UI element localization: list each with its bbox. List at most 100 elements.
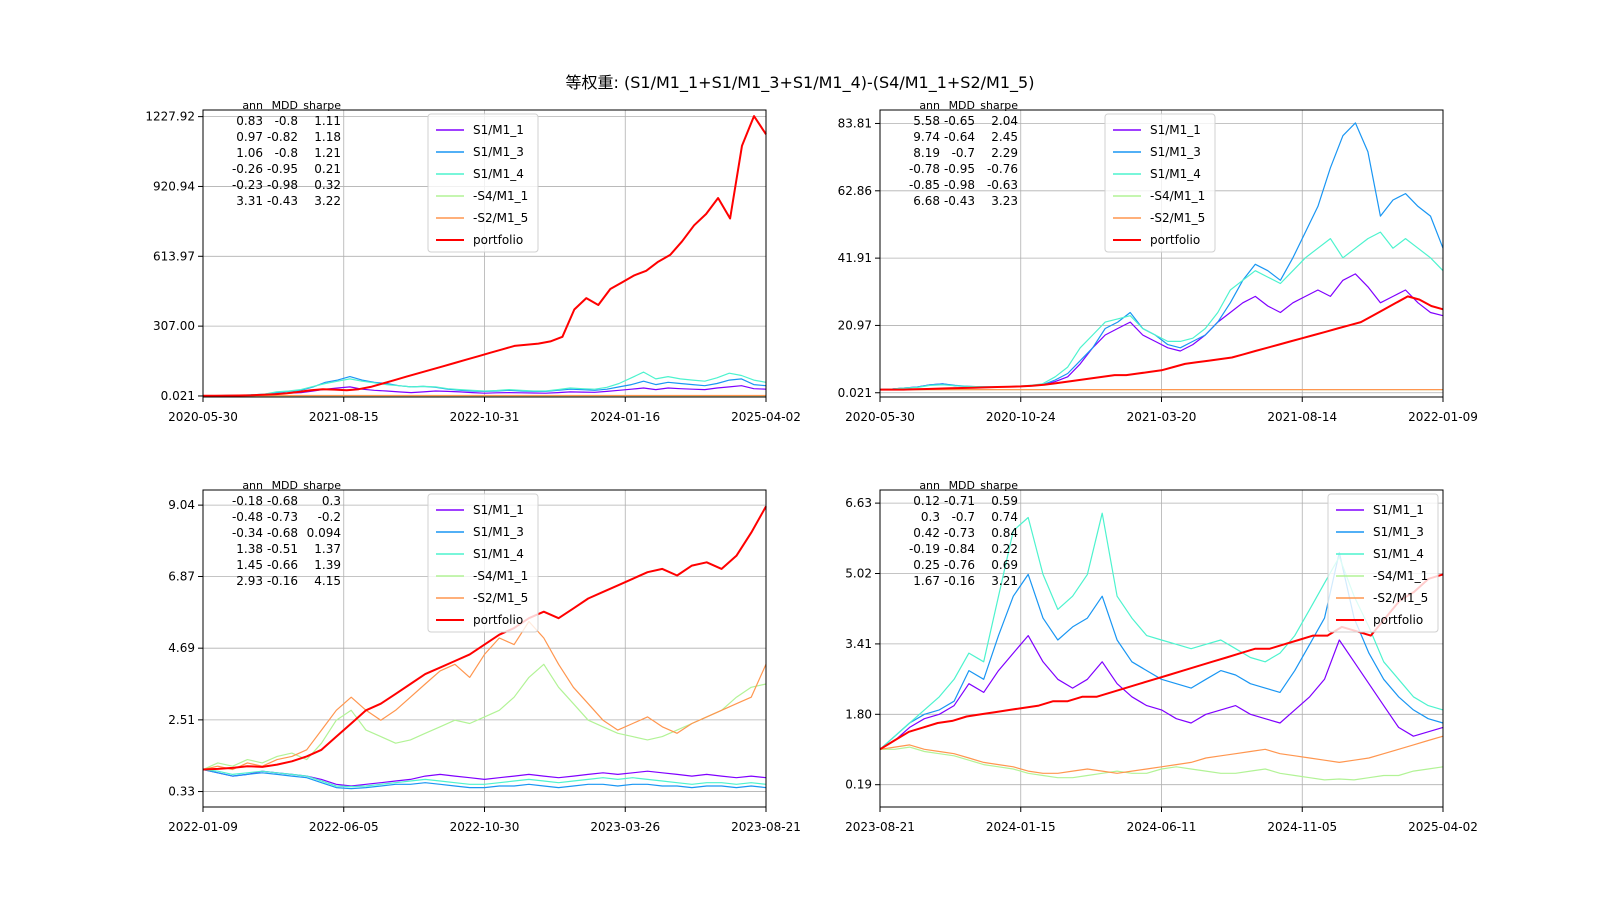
legend-label-s4-m1-1: -S4/M1_1 bbox=[473, 569, 528, 583]
legend-label-s1-m1-3: S1/M1_3 bbox=[1150, 145, 1201, 159]
stats-cell: 8.19 bbox=[913, 146, 940, 160]
stats-cell: 0.3 bbox=[322, 494, 341, 508]
legend-label-s1-m1-3: S1/M1_3 bbox=[473, 525, 524, 539]
series-line-s1-m1-3 bbox=[202, 768, 767, 790]
legend: S1/M1_1 S1/M1_3 S1/M1_4 -S4/M1_1 -S2/M1_5por… bbox=[1327, 493, 1439, 633]
series-line-s1-m1-4 bbox=[202, 768, 767, 788]
x-tick-label: 2021-03-20 bbox=[1127, 410, 1197, 424]
legend-label-s4-m1-1: -S4/M1_1 bbox=[1373, 569, 1428, 583]
x-tick-label: 2022-10-30 bbox=[450, 820, 520, 834]
series-line-portfolio bbox=[880, 295, 1444, 391]
stats-cell: 0.21 bbox=[314, 162, 341, 176]
stats-cell: -0.95 bbox=[944, 162, 975, 176]
series-line-s1-m1-4 bbox=[203, 371, 767, 397]
legend-label-s4-m1-1: -S4/M1_1 bbox=[1150, 189, 1205, 203]
stats-cell: -0.95 bbox=[267, 162, 298, 176]
stats-cell: 1.67 bbox=[913, 574, 940, 588]
series-line-portfolio bbox=[202, 505, 767, 771]
stats-table: ann MDD sharpe 5.58 -0.65 2.04 9.74 -0.64 2.45 8.… bbox=[909, 99, 1018, 208]
x-tick-label: 2022-01-09 bbox=[1408, 410, 1478, 424]
stats-table: ann MDD sharpe -0.18 -0.68 0.3 -0.48 -0.73 -0.2 -… bbox=[232, 479, 341, 588]
stats-cell: 2.45 bbox=[991, 130, 1018, 144]
legend-label-s1-m1-4: S1/M1_4 bbox=[473, 167, 524, 181]
stats-cell: -0.23 bbox=[232, 178, 263, 192]
chart-panel-3: 2022-01-09 2022-06-05 2022-10-30 2023-03-26… bbox=[168, 479, 801, 834]
stats-cell: 1.21 bbox=[314, 146, 341, 160]
legend-label-s1-m1-1: S1/M1_1 bbox=[1150, 123, 1201, 137]
stats-cell: -0.43 bbox=[944, 194, 975, 208]
legend: S1/M1_1 S1/M1_3 S1/M1_4 -S4/M1_1 -S2/M1_5por… bbox=[1104, 113, 1216, 253]
legend-label-s1-m1-3: S1/M1_3 bbox=[1373, 525, 1424, 539]
stats-cell: -0.8 bbox=[275, 114, 298, 128]
stats-header-mdd: MDD bbox=[272, 479, 298, 492]
stats-cell: -0.51 bbox=[267, 542, 298, 556]
stats-cell: -0.76 bbox=[987, 162, 1018, 176]
stats-header-sharpe: sharpe bbox=[303, 479, 341, 492]
stats-cell: 2.29 bbox=[991, 146, 1018, 160]
stats-cell: 0.69 bbox=[991, 558, 1018, 572]
y-tick-label: 4.69 bbox=[168, 641, 195, 655]
stats-cell: -0.19 bbox=[909, 542, 940, 556]
stats-cell: 1.06 bbox=[236, 146, 263, 160]
x-tick-label: 2025-04-02 bbox=[731, 410, 801, 424]
chart-panel-2: 2020-05-30 2020-10-24 2021-03-20 2021-08-14… bbox=[838, 99, 1478, 424]
x-tick-label: 2021-08-14 bbox=[1267, 410, 1337, 424]
stats-header-ann: ann bbox=[242, 99, 263, 112]
stats-header-mdd: MDD bbox=[949, 99, 975, 112]
stats-cell: 0.83 bbox=[236, 114, 263, 128]
stats-cell: -0.48 bbox=[232, 510, 263, 524]
x-axis-ticks: 2020-05-30 2021-08-15 2022-10-31 2024-01-16… bbox=[168, 397, 801, 424]
series-line-s1-m1-4 bbox=[879, 231, 1444, 391]
legend-label-s1-m1-1: S1/M1_1 bbox=[1373, 503, 1424, 517]
y-tick-label: 2.51 bbox=[168, 713, 195, 727]
stats-cell: -0.65 bbox=[944, 114, 975, 128]
legend-label-s1-m1-3: S1/M1_3 bbox=[473, 145, 524, 159]
stats-header-sharpe: sharpe bbox=[303, 99, 341, 112]
stats-cell: 2.93 bbox=[236, 574, 263, 588]
stats-cell: -0.2 bbox=[318, 510, 341, 524]
stats-cell: -0.7 bbox=[952, 146, 975, 160]
stats-table: ann MDD sharpe 0.12 -0.71 0.59 0.3 -0.7 0.74 0.42… bbox=[909, 479, 1018, 588]
subplot-grid: 2020-05-30 2021-08-15 2022-10-31 2024-01-16… bbox=[145, 99, 1478, 834]
legend-label-portfolio: portfolio bbox=[1373, 613, 1423, 627]
stats-cell: -0.63 bbox=[987, 178, 1018, 192]
stats-header-mdd: MDD bbox=[272, 99, 298, 112]
x-tick-label: 2021-08-15 bbox=[309, 410, 379, 424]
stats-cell: -0.64 bbox=[944, 130, 975, 144]
stats-cell: 3.21 bbox=[991, 574, 1018, 588]
stats-header-ann: ann bbox=[919, 479, 940, 492]
stats-cell: 0.97 bbox=[236, 130, 263, 144]
y-tick-label: 307.00 bbox=[153, 319, 195, 333]
legend: S1/M1_1 S1/M1_3 S1/M1_4 -S4/M1_1 -S2/M1_5por… bbox=[427, 113, 539, 253]
x-tick-label: 2020-05-30 bbox=[845, 410, 915, 424]
stats-cell: 0.74 bbox=[991, 510, 1018, 524]
x-tick-label: 2025-04-02 bbox=[1408, 820, 1478, 834]
stats-cell: 0.84 bbox=[991, 526, 1018, 540]
stats-header-sharpe: sharpe bbox=[980, 479, 1018, 492]
x-tick-label: 2023-08-21 bbox=[731, 820, 801, 834]
stats-cell: 6.68 bbox=[913, 194, 940, 208]
stats-cell: -0.8 bbox=[275, 146, 298, 160]
y-tick-label: 0.33 bbox=[168, 785, 195, 799]
y-tick-label: 6.63 bbox=[845, 496, 872, 510]
stats-header-sharpe: sharpe bbox=[980, 99, 1018, 112]
x-tick-label: 2022-01-09 bbox=[168, 820, 238, 834]
legend-label-portfolio: portfolio bbox=[473, 613, 523, 627]
stats-cell: -0.85 bbox=[909, 178, 940, 192]
stats-cell: 0.12 bbox=[913, 494, 940, 508]
legend-label-s2-m1-5: -S2/M1_5 bbox=[1150, 211, 1205, 225]
legend-label-s4-m1-1: -S4/M1_1 bbox=[473, 189, 528, 203]
x-tick-label: 2024-01-16 bbox=[590, 410, 660, 424]
y-tick-label: 6.87 bbox=[168, 569, 195, 583]
stats-cell: -0.43 bbox=[267, 194, 298, 208]
legend: S1/M1_1 S1/M1_3 S1/M1_4 -S4/M1_1 -S2/M1_5por… bbox=[427, 493, 539, 633]
stats-header-ann: ann bbox=[242, 479, 263, 492]
y-tick-label: 613.97 bbox=[153, 249, 195, 263]
y-axis-ticks: 0.33 2.51 4.69 6.87 9.04 bbox=[168, 498, 203, 799]
stats-cell: -0.16 bbox=[944, 574, 975, 588]
y-tick-label: 20.97 bbox=[838, 318, 872, 332]
x-tick-label: 2022-06-05 bbox=[309, 820, 379, 834]
stats-cell: 1.18 bbox=[314, 130, 341, 144]
legend-label-s2-m1-5: -S2/M1_5 bbox=[473, 591, 528, 605]
